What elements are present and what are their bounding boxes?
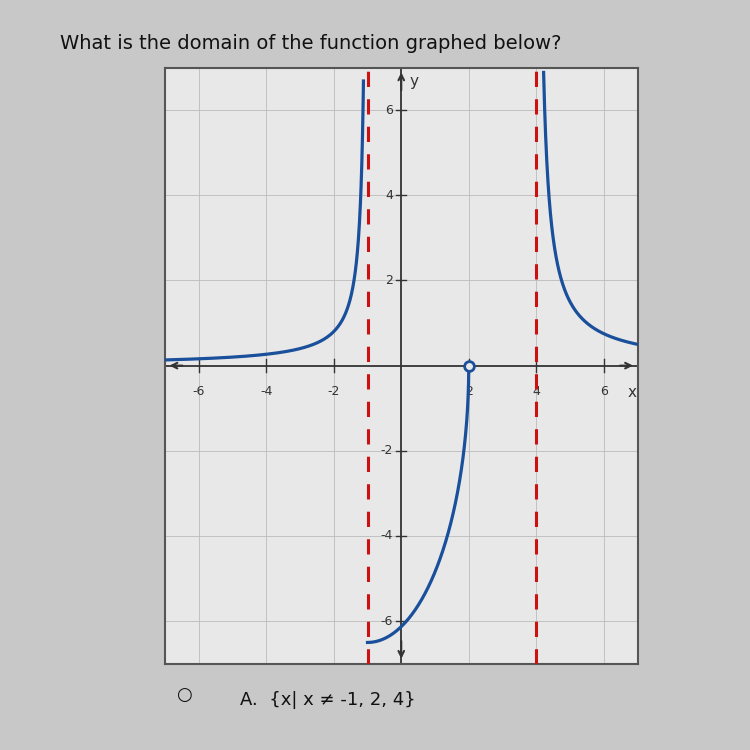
Text: -4: -4 [260,385,272,398]
Text: x: x [628,385,637,400]
Text: -4: -4 [380,530,393,542]
Text: -6: -6 [193,385,205,398]
Text: A.  {x| x ≠ -1, 2, 4}: A. {x| x ≠ -1, 2, 4} [240,691,416,709]
Text: 4: 4 [385,189,393,202]
Text: ○: ○ [176,686,192,703]
Text: 2: 2 [385,274,393,287]
Text: -6: -6 [380,615,393,628]
Text: 2: 2 [465,385,472,398]
Text: y: y [410,74,419,89]
Text: -2: -2 [380,444,393,458]
Text: 4: 4 [532,385,540,398]
Text: 6: 6 [600,385,608,398]
Text: 6: 6 [385,104,393,116]
Text: -2: -2 [328,385,340,398]
Text: What is the domain of the function graphed below?: What is the domain of the function graph… [60,34,562,53]
